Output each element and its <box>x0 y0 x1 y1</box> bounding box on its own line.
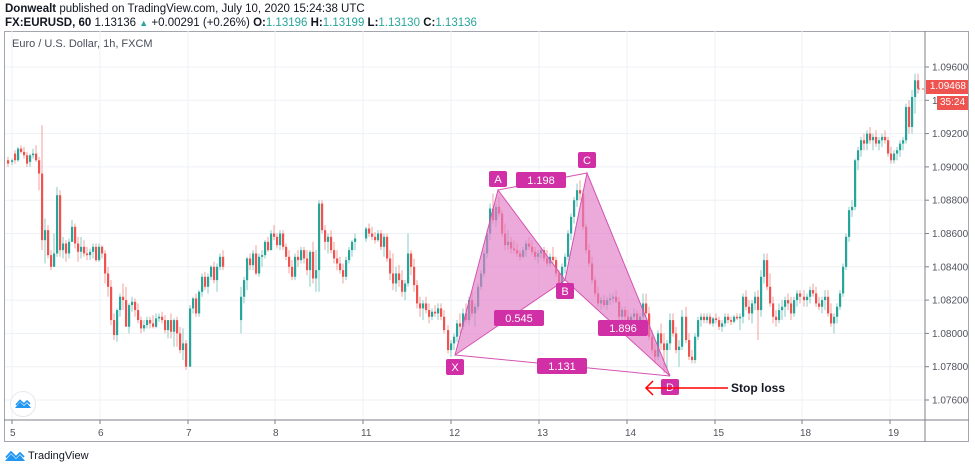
svg-text:1.896: 1.896 <box>609 323 637 335</box>
author-name[interactable]: Donwealt <box>5 3 57 15</box>
high-value: 1.13199 <box>322 17 365 29</box>
price-tick-label: 1.08600 <box>932 229 969 240</box>
price-tick-label: 1.08000 <box>932 329 969 340</box>
last-price: 1.13136 <box>94 17 137 29</box>
price-axis[interactable]: 1.096001.094001.092001.090001.088001.086… <box>925 63 969 407</box>
price-tick-label: 1.09200 <box>932 129 969 140</box>
stop-loss-label: Stop loss <box>731 381 786 395</box>
tradingview-brand: TradingView <box>28 450 89 462</box>
date-tick-label: 5 <box>10 428 16 439</box>
harmonic-pattern[interactable]: X A B C D 0.545 1.198 1.896 1.131 <box>446 152 679 395</box>
point-label-a: A <box>489 171 507 187</box>
current-price-tag: 1.09468 <box>926 80 968 94</box>
point-label-d: D <box>661 379 679 395</box>
date-tick-label: 11 <box>361 428 372 439</box>
close-value: 1.13136 <box>435 17 477 29</box>
price-change: +0.00291 (+0.26%) <box>151 17 250 29</box>
date-tick-label: 8 <box>273 428 279 439</box>
price-tick-label: 1.07800 <box>932 362 969 373</box>
ratio-label-xb: 0.545 <box>494 310 544 326</box>
date-tick-label: 7 <box>186 428 192 439</box>
published-text: published on TradingView.com, July 10, 2… <box>56 3 365 15</box>
ratio-label-xd: 1.131 <box>537 358 587 374</box>
svg-text:X: X <box>451 362 459 374</box>
publish-info: Donwealt published on TradingView.com, J… <box>5 3 365 15</box>
date-tick-label: 12 <box>449 428 461 439</box>
svg-text:C: C <box>583 155 591 167</box>
chart-title: Euro / U.S. Dollar, 1h, FXCM <box>12 38 153 50</box>
high-label: H: <box>310 17 323 29</box>
date-tick-label: 6 <box>98 428 104 439</box>
price-tick-label: 1.09000 <box>932 162 969 173</box>
date-tick-label: 19 <box>888 428 900 439</box>
svg-text:0.545: 0.545 <box>505 313 533 325</box>
date-tick-label: 15 <box>713 428 725 439</box>
open-label: O: <box>253 17 266 29</box>
time-axis[interactable]: 5 6 7 8 11 12 13 14 15 18 19 <box>10 420 900 439</box>
grid <box>5 31 925 420</box>
svg-text:B: B <box>561 286 568 298</box>
date-tick-label: 14 <box>625 428 637 439</box>
svg-text:1.131: 1.131 <box>548 361 576 373</box>
countdown-tag: 35:24 <box>937 96 968 110</box>
tradingview-cloud-icon <box>5 450 25 461</box>
point-label-x: X <box>446 359 464 375</box>
svg-text:A: A <box>494 174 502 186</box>
price-tick-label: 1.09600 <box>932 63 969 74</box>
low-label: L: <box>367 17 379 29</box>
symbol-info: FX:EURUSD, 60 1.13136 ▲ +0.00291 (+0.26%… <box>5 17 477 29</box>
date-tick-label: 13 <box>537 428 549 439</box>
price-tick-label: 1.08400 <box>932 262 969 273</box>
low-value: 1.13130 <box>378 17 420 29</box>
up-arrow-icon: ▲ <box>139 18 149 28</box>
ratio-label-bd: 1.896 <box>598 320 648 336</box>
stop-loss-arrow-icon <box>644 380 728 396</box>
price-tick-label: 1.07600 <box>932 396 969 407</box>
tradingview-logo[interactable]: TradingView <box>5 450 89 462</box>
tradingview-watermark-icon[interactable] <box>10 391 36 417</box>
close-label: C: <box>423 17 436 29</box>
ratio-label-ac: 1.198 <box>516 172 566 188</box>
price-tick-label: 1.08800 <box>932 196 969 207</box>
price-tick-label: 1.08200 <box>932 296 969 307</box>
chart-frame <box>4 31 969 442</box>
point-label-b: B <box>556 283 574 299</box>
open-value: 1.13196 <box>265 17 308 29</box>
point-label-c: C <box>578 152 596 168</box>
svg-text:1.198: 1.198 <box>527 175 555 187</box>
symbol: FX:EURUSD, 60 <box>5 17 92 29</box>
date-tick-label: 18 <box>800 428 812 439</box>
